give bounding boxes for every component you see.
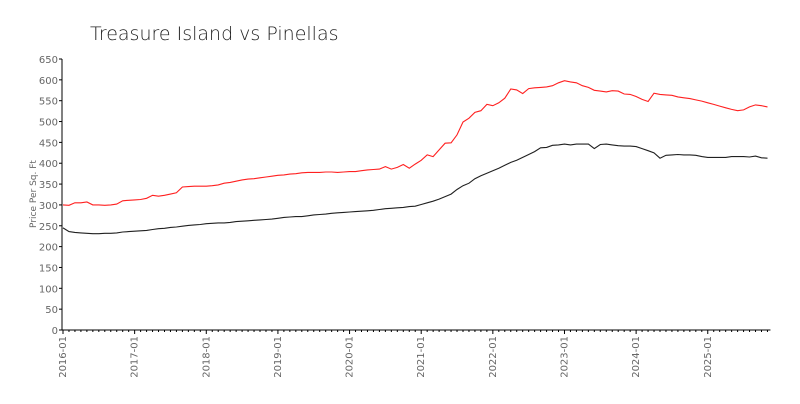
x-tick-label: 2021-01 <box>416 336 427 378</box>
chart-title: Treasure Island vs Pinellas <box>90 23 339 45</box>
series-line-treasure-island <box>62 80 768 206</box>
x-tick-label: 2017-01 <box>130 336 141 378</box>
series-line-pinellas <box>62 143 768 235</box>
y-tick-label: 650 <box>39 55 58 66</box>
y-tick-label: 500 <box>39 118 58 129</box>
x-tick-label: 2020-01 <box>345 336 356 378</box>
x-tick-label: 2016-01 <box>58 336 69 378</box>
y-axis-label: Price Per Sq. Ft <box>29 160 39 228</box>
y-tick-label: 600 <box>39 76 58 87</box>
y-tick-label: 300 <box>39 201 58 212</box>
y-tick-label: 200 <box>39 243 58 254</box>
x-tick-label: 2022-01 <box>488 336 499 378</box>
x-tick-label: 2025-01 <box>703 336 714 378</box>
y-tick-label: 400 <box>39 159 58 170</box>
y-tick-label: 550 <box>39 97 58 108</box>
y-tick-label: 250 <box>39 222 58 233</box>
x-tick-label: 2024-01 <box>631 336 642 378</box>
y-tick-label: 0 <box>52 326 58 337</box>
y-tick-label: 50 <box>45 305 58 316</box>
y-tick-label: 150 <box>39 263 58 274</box>
y-tick-label: 350 <box>39 180 58 191</box>
x-tick-label: 2023-01 <box>559 336 570 378</box>
x-tick-label: 2019-01 <box>273 336 284 378</box>
y-tick-label: 100 <box>39 284 58 295</box>
x-tick-label: 2018-01 <box>201 336 212 378</box>
y-tick-label: 450 <box>39 138 58 149</box>
